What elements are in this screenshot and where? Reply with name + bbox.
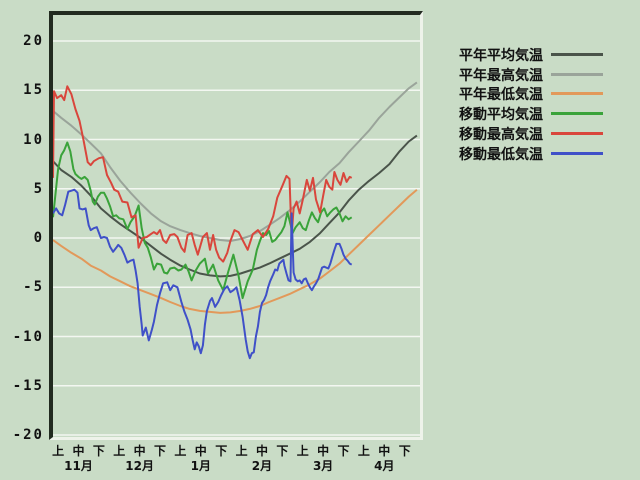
legend-item: 平年平均気温 [459,45,609,64]
legend-label: 平年最低気温 [459,87,543,104]
legend-label: 移動平均気温 [459,107,543,124]
legend-line-swatch [551,72,603,76]
x-decade-tick-label: 上 [174,444,187,458]
line-normal-mean [53,134,418,278]
line-moving-min [53,188,353,360]
x-month-label: 11月 [64,459,93,473]
y-tick-label: 5 [33,180,44,197]
legend-line-swatch [551,131,603,135]
x-decade-tick-label: 中 [255,444,268,458]
legend-line-swatch [551,112,603,116]
x-month-label: 4月 [374,459,395,473]
line-normal-min [53,188,418,314]
x-month-label: 12月 [125,459,154,473]
x-month-label: 3月 [312,459,334,473]
legend-item: 移動最高気温 [459,124,609,143]
legend-line-swatch [551,151,603,155]
x-decade-tick-label: 下 [276,444,289,458]
legend-label: 移動最低気温 [459,146,543,163]
x-month-label: 2月 [251,459,273,473]
x-decade-tick-label: 中 [194,444,207,458]
chart-canvas [53,40,420,436]
x-decade-tick-label: 中 [133,444,146,458]
x-decade-tick-label: 中 [378,444,391,458]
y-tick-label: -5 [23,279,44,296]
x-decade-tick-label: 上 [357,444,370,458]
y-tick-label: 15 [23,82,44,99]
legend-line-swatch [551,92,603,96]
x-decade-tick-label: 下 [337,444,350,458]
legend-item: 移動平均気温 [459,104,609,123]
legend-label: 平年平均気温 [459,48,543,64]
legend-line-swatch [551,53,603,56]
x-decade-tick-label: 上 [296,444,309,458]
line-moving-mean [53,141,353,300]
y-tick-label: -20 [12,427,44,443]
legend-label: 移動最高気温 [459,126,543,143]
x-decade-tick-label: 下 [154,444,167,458]
x-decade-tick-label: 下 [398,444,411,458]
y-tick-label: -10 [12,328,44,345]
x-decade-tick-label: 下 [215,444,228,458]
legend-item: 移動最低気温 [459,144,609,163]
x-decade-tick-label: 中 [72,444,85,458]
plot-area [49,11,423,440]
legend-item: 平年最高気温 [459,65,609,84]
x-decade-tick-label: 上 [113,444,126,458]
y-tick-label: -15 [12,377,44,394]
x-decade-tick-label: 上 [52,444,65,458]
legend-label: 平年最高気温 [459,67,543,84]
y-tick-label: 20 [23,33,44,49]
y-tick-label: 10 [23,131,44,148]
line-moving-max [53,85,353,263]
x-month-label: 1月 [190,459,211,473]
line-normal-max [53,81,418,242]
x-decade-tick-label: 上 [235,444,248,458]
x-decade-tick-label: 中 [317,444,330,458]
legend-item: 平年最低気温 [459,84,609,103]
y-tick-label: 0 [33,230,44,246]
x-decade-tick-label: 下 [92,444,105,458]
